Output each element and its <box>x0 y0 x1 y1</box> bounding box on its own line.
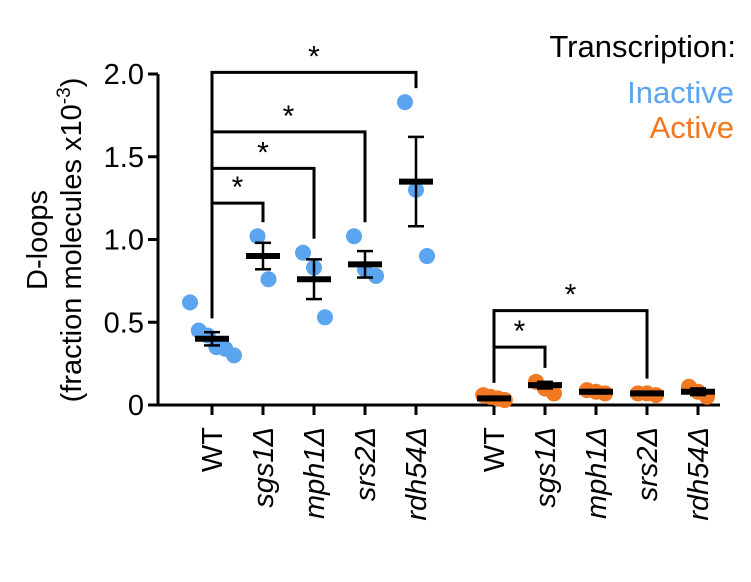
data-point <box>397 94 413 111</box>
x-category-label: srs2Δ <box>350 427 382 501</box>
y-tick-label: 1.0 <box>104 225 144 257</box>
legend-entry-inactive: Inactive <box>627 75 734 110</box>
significance-bracket <box>210 201 265 319</box>
y-axis-label-line2: (fraction molecules x10-3) <box>54 78 88 403</box>
x-category-label: WT <box>197 427 229 472</box>
stats-layer <box>195 135 715 402</box>
data-point <box>182 294 198 311</box>
legend-title: Transcription: <box>549 29 736 64</box>
significance-star: * <box>232 171 244 204</box>
x-category-label: rdh54Δ <box>683 427 715 521</box>
y-axis-label-close: ) <box>56 78 88 88</box>
x-category-label: WT <box>479 427 511 472</box>
data-point <box>419 248 435 265</box>
significance-star: * <box>565 279 577 312</box>
y-axis-label-line1: D-loops <box>22 190 54 290</box>
x-category-label: mph1Δ <box>581 427 613 519</box>
data-point <box>346 228 362 245</box>
significance-layer: * * * * * * <box>210 40 649 383</box>
x-category-label: sgs1Δ <box>248 427 280 508</box>
significance-bracket <box>210 70 418 319</box>
y-tick-label: 2.0 <box>104 59 144 91</box>
significance-star: * <box>257 136 269 169</box>
significance-star: * <box>283 100 295 133</box>
legend-entry-active: Active <box>650 110 734 145</box>
data-point <box>295 244 311 261</box>
data-point <box>249 228 266 245</box>
significance-star: * <box>308 40 320 73</box>
x-category-label: rdh54Δ <box>401 427 433 521</box>
axis-layer: 0 0.5 1.0 1.5 2.0 WT sgs1Δ mph1Δ srs2Δ rdh54Δ WT sg… <box>104 59 720 521</box>
x-category-label: srs2Δ <box>632 427 664 501</box>
y-tick-label: 0 <box>128 390 144 422</box>
x-category-label: mph1Δ <box>299 427 331 519</box>
x-category-label: sgs1Δ <box>530 427 562 508</box>
y-tick-label: 0.5 <box>104 307 144 339</box>
significance-bracket <box>492 309 649 383</box>
y-axis-label-main: (fraction molecules x10 <box>56 104 88 402</box>
data-point <box>317 309 333 326</box>
y-tick-label: 1.5 <box>104 142 144 174</box>
y-axis-label-superscript: -3 <box>54 87 75 104</box>
data-point <box>368 267 384 284</box>
data-point <box>260 271 277 288</box>
significance-bracket <box>210 130 367 319</box>
significance-star: * <box>514 315 526 348</box>
data-point <box>226 347 242 364</box>
